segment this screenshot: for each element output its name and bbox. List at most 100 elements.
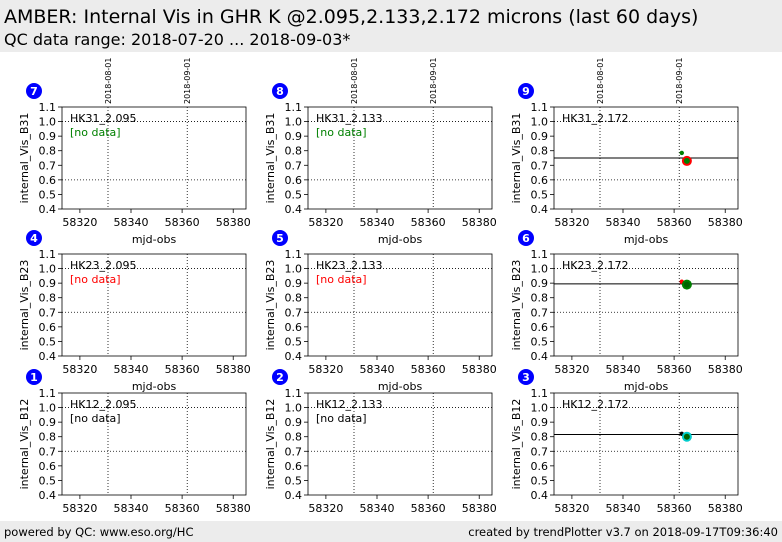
y-tick-label: 0.9 — [531, 416, 549, 429]
y-axis-label: internal_Vis_B23 — [264, 260, 277, 351]
y-axis-label: internal_Vis_B31 — [18, 113, 31, 204]
x-tick-label: 58340 — [606, 363, 641, 376]
no-data-note: [no data] — [316, 412, 367, 425]
panel-label: HK12_2.133 — [316, 398, 382, 411]
y-tick-label: 0.7 — [531, 159, 549, 172]
panel-label: HK23_2.172 — [562, 259, 628, 272]
y-tick-label: 0.7 — [531, 306, 549, 319]
panel-number-badge — [272, 369, 288, 385]
y-axis-label: internal_Vis_B31 — [264, 113, 277, 204]
x-tick-label: 58380 — [708, 216, 743, 229]
data-point — [679, 150, 684, 156]
y-tick-label: 0.4 — [39, 489, 57, 502]
y-tick-label: 0.8 — [531, 292, 549, 305]
y-axis-label: internal_Vis_B31 — [510, 113, 523, 204]
panel-number-badge — [272, 83, 288, 99]
x-axis-label: mjd-obs — [132, 380, 177, 393]
y-tick-label: 0.4 — [531, 203, 549, 216]
x-tick-label: 58360 — [411, 216, 446, 229]
x-tick-label: 58380 — [216, 502, 251, 515]
panel-number-label: 5 — [276, 232, 284, 245]
y-tick-label: 1.0 — [285, 116, 303, 129]
y-tick-label: 1.0 — [531, 116, 549, 129]
y-tick-label: 1.1 — [531, 387, 549, 400]
y-tick-label: 1.0 — [285, 402, 303, 415]
footer-bar — [0, 521, 782, 542]
y-tick-label: 0.4 — [531, 350, 549, 363]
date-marker-label: 2018-08-01 — [350, 58, 359, 105]
no-data-note: [no data] — [70, 126, 121, 139]
panel-label: HK31_2.172 — [562, 112, 628, 125]
y-tick-label: 1.1 — [285, 248, 303, 261]
x-tick-label: 58340 — [360, 216, 395, 229]
y-tick-label: 1.0 — [39, 116, 57, 129]
no-data-note: [no data] — [316, 273, 367, 286]
x-tick-label: 58380 — [708, 363, 743, 376]
y-tick-label: 0.7 — [39, 445, 57, 458]
plot-frame — [61, 253, 247, 357]
y-tick-label: 0.5 — [39, 474, 57, 487]
date-marker-label: 2018-09-01 — [429, 58, 438, 105]
x-tick-label: 58320 — [308, 216, 343, 229]
y-tick-label: 0.7 — [285, 306, 303, 319]
y-tick-label: 0.6 — [285, 321, 303, 334]
y-tick-label: 1.0 — [531, 402, 549, 415]
y-tick-label: 0.7 — [39, 159, 57, 172]
plot-panel-4: 0.4 0.50.6 0.70.8 0.91.0 1.1 58320 58340 58360 5… — [18, 230, 251, 393]
plot-frame — [307, 392, 493, 496]
plot-panel-9: 2018-08-01 2018-09-010.40.50.60.70.80.91.… — [510, 58, 743, 247]
y-tick-label: 0.7 — [285, 159, 303, 172]
plot-panel-1: 0.4 0.50.6 0.70.8 0.91.0 1.1 58320 58340 58360 5… — [18, 369, 251, 532]
footer-created-by: created by trendPlotter v3.7 on 2018-09-… — [468, 525, 778, 539]
x-axis-label: mjd-obs — [378, 380, 423, 393]
y-tick-label: 1.0 — [285, 263, 303, 276]
x-tick-label: 58340 — [360, 363, 395, 376]
y-tick-label: 0.5 — [531, 335, 549, 348]
y-tick-label: 1.1 — [39, 387, 57, 400]
panel-number-badge — [26, 83, 42, 99]
x-tick-label: 58360 — [165, 502, 200, 515]
y-tick-label: 0.6 — [39, 321, 57, 334]
x-tick-label: 58380 — [462, 216, 497, 229]
date-marker-label: 2018-08-01 — [596, 58, 605, 105]
x-axis-label: mjd-obs — [132, 233, 177, 246]
panel-label: HK23_2.095 — [70, 259, 136, 272]
y-tick-label: 1.0 — [531, 263, 549, 276]
data-point — [683, 433, 690, 440]
x-tick-label: 58360 — [657, 502, 692, 515]
x-tick-label: 58340 — [114, 363, 149, 376]
x-tick-label: 58360 — [657, 363, 692, 376]
y-tick-label: 0.4 — [531, 489, 549, 502]
panel-label: HK12_2.172 — [562, 398, 628, 411]
plot-frame — [553, 392, 739, 496]
y-tick-label: 0.7 — [39, 306, 57, 319]
plot-panel-7: 2018-08-01 2018-09-010.40.50.60.70.80.91.… — [18, 58, 251, 247]
footer-credit-link[interactable]: powered by QC: www.eso.org/HC — [4, 525, 194, 539]
x-tick-label: 58360 — [657, 216, 692, 229]
x-tick-label: 58380 — [462, 502, 497, 515]
panel-number-label: 3 — [522, 371, 530, 384]
y-tick-label: 1.0 — [39, 263, 57, 276]
plot-panel-2: 0.4 0.50.6 0.70.8 0.91.0 1.1 58320 58340 58360 5… — [264, 369, 497, 532]
x-axis-label: mjd-obs — [378, 233, 423, 246]
plot-frame — [307, 253, 493, 357]
plot-panel-6: 0.4 0.50.6 0.70.8 0.91.0 1.1 58320 58340 58360 5… — [510, 230, 743, 393]
x-tick-label: 58380 — [216, 363, 251, 376]
y-tick-label: 0.5 — [39, 335, 57, 348]
y-tick-label: 0.7 — [531, 445, 549, 458]
date-marker-label: 2018-08-01 — [104, 58, 113, 105]
y-tick-label: 0.6 — [285, 460, 303, 473]
y-tick-label: 0.8 — [39, 292, 57, 305]
y-tick-label: 0.6 — [531, 174, 549, 187]
y-tick-label: 0.9 — [531, 130, 549, 143]
panel-label: HK12_2.095 — [70, 398, 136, 411]
panel-number-badge — [518, 369, 534, 385]
y-tick-label: 0.8 — [285, 431, 303, 444]
y-tick-label: 0.8 — [531, 145, 549, 158]
no-data-note: [no data] — [70, 412, 121, 425]
panel-number-badge — [272, 230, 288, 246]
y-tick-label: 0.8 — [531, 431, 549, 444]
x-tick-label: 58340 — [606, 216, 641, 229]
page-subtitle: QC data range: 2018-07-20 ... 2018-09-03… — [4, 30, 351, 49]
y-tick-label: 0.8 — [285, 145, 303, 158]
